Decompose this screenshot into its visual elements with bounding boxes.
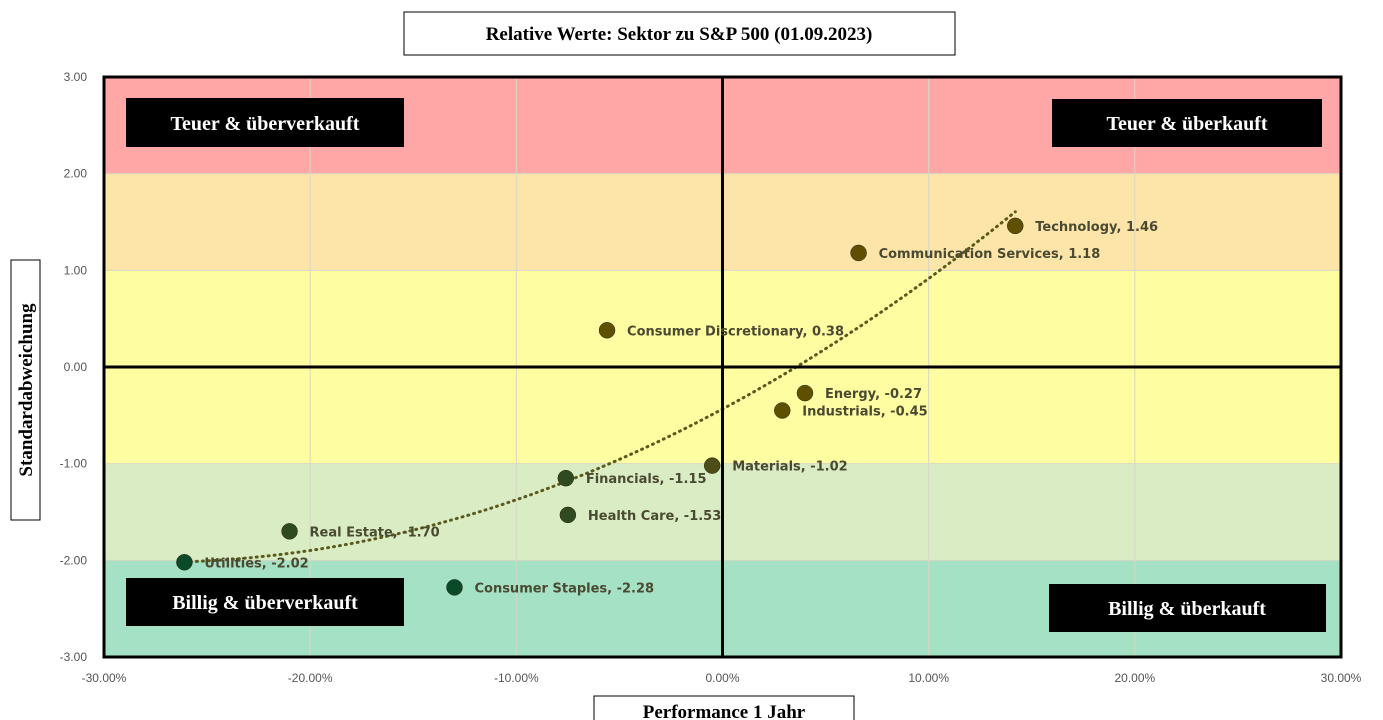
- data-label: Technology, 1.46: [1035, 220, 1158, 235]
- data-point: [796, 384, 814, 402]
- data-label: Communication Services, 1.18: [879, 247, 1101, 262]
- chart-title: Relative Werte: Sektor zu S&P 500 (01.09…: [486, 24, 873, 45]
- data-label: Health Care, -1.53: [588, 509, 721, 524]
- quadrant-label-bottom-left: Billig & überverkauft: [126, 578, 404, 626]
- data-point: [1007, 217, 1024, 235]
- y-tick-label: -1.00: [60, 457, 88, 471]
- data-labels: Technology, 1.46 Communication Services, …: [204, 220, 1158, 597]
- x-tick-labels: -30.00% -20.00% -10.00% 0.00% 10.00% 20.00% 30…: [82, 671, 1362, 685]
- trendline-path: [182, 210, 1017, 564]
- quadrant-label-top-left-text: Teuer & überverkauft: [171, 113, 360, 135]
- y-tick-label: 0.00: [64, 360, 88, 374]
- data-label: Financials, -1.15: [586, 472, 707, 487]
- data-point: [557, 469, 575, 487]
- data-point: [281, 523, 298, 540]
- quadrant-label-top-right-text: Teuer & überkauft: [1106, 113, 1267, 135]
- y-tick-label: -2.00: [60, 553, 88, 567]
- x-axis-title-box: Performance 1 Jahr: [593, 695, 855, 720]
- data-label: Utilities, -2.02: [204, 556, 308, 571]
- data-point: [598, 322, 616, 339]
- y-tick-label: 1.00: [64, 263, 88, 277]
- x-tick-label: -20.00%: [288, 671, 333, 685]
- data-label: Consumer Staples, -2.28: [474, 581, 654, 596]
- quadrant-label-top-left: Teuer & überverkauft: [126, 98, 404, 147]
- y-tick-label: 2.00: [64, 167, 88, 181]
- x-tick-label: 10.00%: [908, 671, 949, 685]
- y-tick-label: 3.00: [64, 70, 88, 84]
- quadrant-label-top-right: Teuer & überkauft: [1052, 99, 1322, 147]
- y-axis-title: Standardabweichung: [16, 303, 37, 477]
- data-point: [176, 554, 193, 571]
- trendline: [182, 210, 1017, 564]
- data-point: [703, 457, 721, 474]
- plot-frame: [102, 75, 1343, 659]
- y-tick-labels: 3.00 2.00 1.00 0.00 -1.00 -2.00 -3.00: [60, 70, 88, 664]
- x-tick-label: -30.00%: [82, 671, 127, 685]
- quadrant-label-bottom-right-text: Billig & überkauft: [1108, 598, 1266, 620]
- data-point: [774, 402, 791, 419]
- data-label: Materials, -1.02: [732, 460, 848, 475]
- data-point: [850, 244, 867, 262]
- chart-title-box: Relative Werte: Sektor zu S&P 500 (01.09…: [403, 11, 956, 56]
- zero-axes: [104, 77, 1341, 657]
- data-point: [559, 506, 577, 524]
- data-points: [176, 217, 1024, 596]
- x-tick-label: 20.00%: [1114, 671, 1155, 685]
- x-tick-label: 30.00%: [1321, 671, 1362, 685]
- data-label: Industrials, -0.45: [802, 405, 927, 420]
- quadrant-label-bottom-left-text: Billig & überverkauft: [172, 592, 358, 614]
- y-tick-label: -3.00: [60, 650, 88, 664]
- x-axis-title: Performance 1 Jahr: [643, 702, 806, 720]
- x-tick-label: -10.00%: [494, 671, 539, 685]
- x-tick-label: 0.00%: [705, 671, 739, 685]
- data-label: Real Estate, -1.70: [310, 525, 440, 540]
- data-label: Energy, -0.27: [825, 387, 922, 402]
- data-point: [446, 579, 463, 596]
- data-label: Consumer Discretionary, 0.38: [627, 324, 844, 339]
- quadrant-label-bottom-right: Billig & überkauft: [1049, 584, 1326, 632]
- y-axis-title-box: Standardabweichung: [10, 259, 41, 521]
